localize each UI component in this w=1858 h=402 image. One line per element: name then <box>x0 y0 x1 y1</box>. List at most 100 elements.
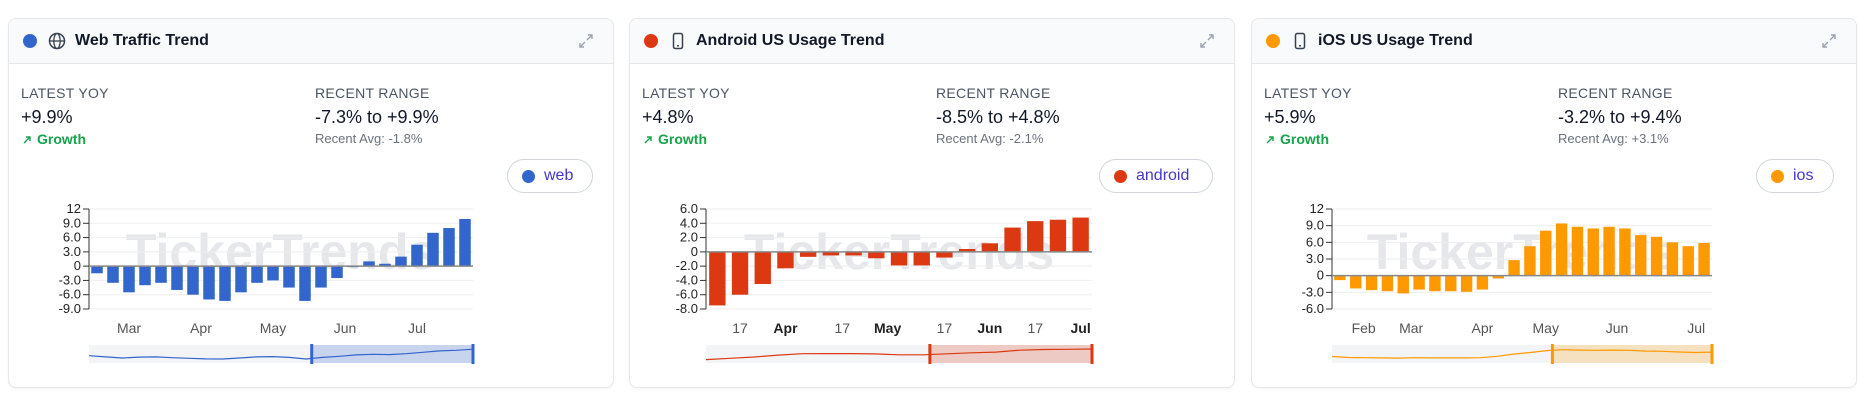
bar[interactable] <box>203 266 215 300</box>
bar[interactable] <box>1571 226 1584 276</box>
y-tick-label: -8.0 <box>676 301 698 316</box>
bar[interactable] <box>890 251 908 266</box>
y-tick-label: 0 <box>691 244 698 259</box>
bar[interactable] <box>709 251 726 306</box>
y-tick-label: 4.0 <box>680 215 698 230</box>
x-tick-label: Jun <box>334 320 357 336</box>
bar[interactable] <box>1381 275 1394 292</box>
bar[interactable] <box>1350 275 1362 289</box>
bar[interactable] <box>171 266 183 290</box>
bar[interactable] <box>235 266 247 293</box>
bar[interactable] <box>379 263 391 267</box>
bar[interactable] <box>1666 242 1679 276</box>
navigator-selection[interactable] <box>929 345 1092 363</box>
bar[interactable] <box>1524 246 1536 276</box>
navigator-handle[interactable] <box>1090 344 1094 364</box>
bar[interactable] <box>1413 275 1425 290</box>
bar[interactable] <box>1476 275 1489 290</box>
navigator-track[interactable] <box>706 345 1092 363</box>
bar[interactable] <box>427 232 439 267</box>
latest-yoy-value: +4.8% <box>642 107 694 127</box>
bar[interactable] <box>1027 221 1044 252</box>
legend-item-web[interactable]: web <box>507 159 593 193</box>
x-tick-label: 17 <box>1027 320 1043 336</box>
bar[interactable] <box>139 266 151 286</box>
bar[interactable] <box>123 266 135 293</box>
bar[interactable] <box>845 251 862 256</box>
navigator-handle[interactable] <box>928 344 932 364</box>
navigator-handle[interactable] <box>471 344 475 364</box>
bar[interactable] <box>315 266 327 288</box>
bar[interactable] <box>459 219 471 267</box>
bar[interactable] <box>800 251 817 257</box>
expand-icon[interactable] <box>577 32 595 50</box>
bar[interactable] <box>822 251 840 256</box>
bar[interactable] <box>913 251 930 266</box>
bar[interactable] <box>1508 260 1520 276</box>
bar[interactable] <box>1365 275 1378 291</box>
bar[interactable] <box>981 243 998 252</box>
navigator-handle[interactable] <box>1710 344 1714 364</box>
bar[interactable] <box>187 266 199 295</box>
trend-label: Growth <box>658 131 707 147</box>
y-tick-label: -6.0 <box>676 287 698 302</box>
bar[interactable] <box>251 266 263 283</box>
bar[interactable] <box>1397 275 1409 294</box>
recent-avg: Recent Avg: -2.1% <box>936 131 1044 146</box>
bar[interactable] <box>1555 223 1568 276</box>
phone-icon <box>1294 32 1306 50</box>
bar[interactable] <box>299 266 311 301</box>
bar[interactable] <box>1587 228 1599 276</box>
bar[interactable] <box>155 266 167 283</box>
bar[interactable] <box>267 266 279 281</box>
bar[interactable] <box>1682 246 1694 276</box>
navigator-selection[interactable] <box>311 345 473 363</box>
bar[interactable] <box>1650 236 1663 276</box>
navigator-handle[interactable] <box>1550 344 1554 364</box>
legend-item-ios[interactable]: ios <box>1756 159 1834 193</box>
bar[interactable] <box>395 256 407 267</box>
bar[interactable] <box>91 266 103 274</box>
bar[interactable] <box>936 251 953 258</box>
bar[interactable] <box>731 251 749 295</box>
bar[interactable] <box>219 266 231 301</box>
bar[interactable] <box>411 244 423 267</box>
bar[interactable] <box>363 261 375 267</box>
bar[interactable] <box>1334 275 1346 281</box>
bar[interactable] <box>777 251 794 269</box>
x-tick-label: 17 <box>732 320 748 336</box>
y-tick-label: 6.0 <box>63 230 81 245</box>
bar[interactable] <box>1698 242 1710 276</box>
bar[interactable] <box>1004 227 1021 252</box>
bar[interactable] <box>1635 235 1647 276</box>
bar[interactable] <box>1492 275 1504 279</box>
navigator-selection[interactable] <box>1552 345 1712 363</box>
bar[interactable] <box>1072 217 1089 252</box>
panel-web-traffic: Web Traffic Trend LATEST YOY +9.9% Growt… <box>8 18 614 388</box>
navigator-track[interactable] <box>1332 345 1712 363</box>
bar[interactable] <box>1429 275 1441 292</box>
bar[interactable] <box>443 228 455 267</box>
bar[interactable] <box>1445 275 1457 292</box>
recent-range-value: -8.5% to +4.8% <box>936 107 1060 127</box>
x-tick-label: Jul <box>1687 320 1705 336</box>
bar[interactable] <box>754 251 771 284</box>
bar[interactable] <box>283 266 295 288</box>
series-color-dot <box>644 34 658 48</box>
bar[interactable] <box>1603 226 1615 276</box>
bar[interactable] <box>958 249 976 252</box>
bar[interactable] <box>1460 275 1473 292</box>
legend-item-android[interactable]: android <box>1099 159 1213 193</box>
globe-icon <box>48 32 66 50</box>
navigator-handle[interactable] <box>310 344 314 364</box>
bar[interactable] <box>1619 228 1631 276</box>
bar[interactable] <box>1049 219 1067 252</box>
bar-chart-android: TickerTrends6.04.02.00-2.0-4.0-6.0-8.017… <box>676 201 1094 364</box>
expand-icon[interactable] <box>1820 32 1838 50</box>
bar[interactable] <box>868 251 885 259</box>
expand-icon[interactable] <box>1198 32 1216 50</box>
legend-dot <box>522 170 535 183</box>
bar[interactable] <box>107 266 119 283</box>
bar[interactable] <box>331 266 343 279</box>
bar[interactable] <box>1540 230 1552 276</box>
